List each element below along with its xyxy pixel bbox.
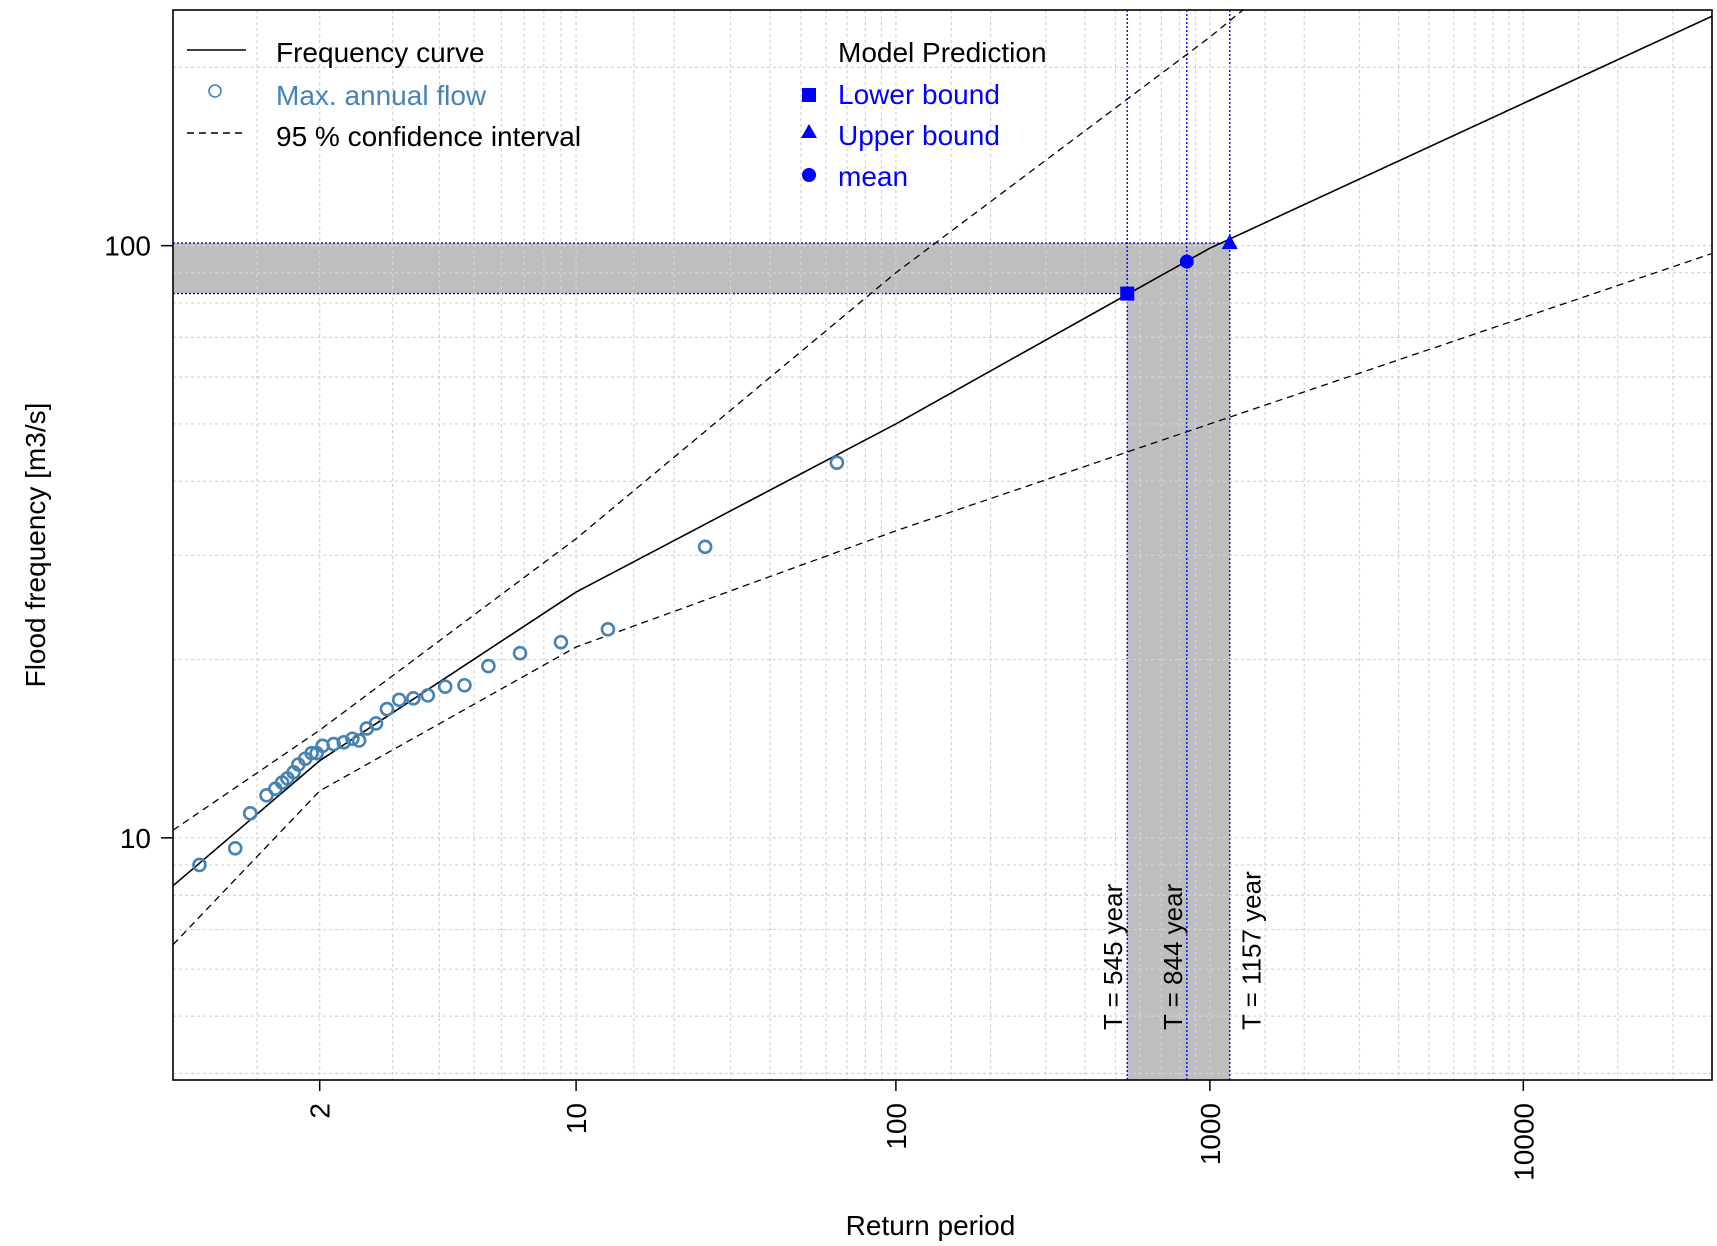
legend-prediction-title: Model Prediction xyxy=(838,37,1047,68)
prediction-band-layer xyxy=(173,10,1231,1081)
x-tick-label: 10 xyxy=(561,1103,592,1134)
max-annual-flow-point xyxy=(829,455,845,471)
mean-marker xyxy=(1179,254,1194,269)
max-annual-flow-point xyxy=(336,734,352,750)
max-annual-flow-point xyxy=(406,691,421,706)
max-annual-flow-point xyxy=(242,806,258,821)
x-axis-title: Return period xyxy=(846,1210,1016,1241)
x-tick-label: 2 xyxy=(305,1103,336,1119)
confidence-upper-line xyxy=(173,10,1244,831)
plot-frame xyxy=(172,9,1713,1081)
confidence-lower-line xyxy=(173,252,1712,946)
legend: Frequency curve Max. annual flow 95 % conf… xyxy=(187,37,1047,192)
series-layer xyxy=(173,10,1712,946)
upper-bound-period-label: T = 1157 year xyxy=(1237,871,1267,1030)
max-annual-flow-point xyxy=(379,701,395,717)
legend-circle-symbol xyxy=(208,84,222,98)
max-annual-flow-point xyxy=(368,716,384,731)
x-tick-label: 1000 xyxy=(1195,1103,1226,1165)
max-annual-flow-point xyxy=(326,736,341,752)
max-annual-flow-point xyxy=(437,679,453,694)
x-tick-label: 10000 xyxy=(1508,1103,1539,1181)
max-annual-flow-point xyxy=(512,645,528,661)
y-tick-label: 100 xyxy=(104,231,151,262)
legend-square-symbol xyxy=(802,88,816,102)
max-annual-flow-point xyxy=(304,745,319,761)
mean-period-label: T = 844 year xyxy=(1158,883,1188,1030)
max-annual-flow-point xyxy=(553,634,569,650)
legend-confidence-label: 95 % confidence interval xyxy=(276,121,581,152)
max-annual-flow-point xyxy=(457,677,472,693)
y-tick-label: 10 xyxy=(120,823,151,854)
frequency-curve-line xyxy=(173,15,1712,887)
legend-mean-label: mean xyxy=(838,161,908,192)
max-annual-flow-point xyxy=(600,621,616,637)
prediction-flow-band xyxy=(173,243,1230,294)
legend-filled-circle-symbol xyxy=(802,168,816,182)
x-tick-label: 100 xyxy=(881,1103,912,1150)
legend-lower-bound-label: Lower bound xyxy=(838,79,1000,110)
legend-triangle-symbol xyxy=(801,124,817,138)
points-layer xyxy=(192,455,845,873)
legend-upper-bound-label: Upper bound xyxy=(838,120,1000,151)
grid-layer xyxy=(173,10,1712,1080)
prediction-period-band xyxy=(1127,243,1230,1081)
lower-bound-marker xyxy=(1120,286,1135,301)
upper-bound-marker xyxy=(1221,234,1238,250)
max-annual-flow-point xyxy=(351,733,367,748)
max-annual-flow-point xyxy=(345,731,360,747)
lower-bound-period-label: T = 545 year xyxy=(1098,883,1128,1030)
max-annual-flow-point xyxy=(697,539,713,555)
max-annual-flow-point xyxy=(481,658,496,674)
max-annual-flow-point xyxy=(391,692,407,708)
prediction-markers-layer xyxy=(1120,234,1238,301)
legend-frequency-curve-label: Frequency curve xyxy=(276,37,485,68)
legend-max-annual-flow-label: Max. annual flow xyxy=(276,80,487,111)
max-annual-flow-point xyxy=(192,857,207,873)
axes-layer: T = 545 year T = 844 year T = 1157 year 2 10… xyxy=(20,9,1713,1241)
max-annual-flow-point xyxy=(227,841,243,856)
y-axis-title: Flood frequency [m3/s] xyxy=(20,403,51,688)
max-annual-flow-point xyxy=(420,688,436,703)
